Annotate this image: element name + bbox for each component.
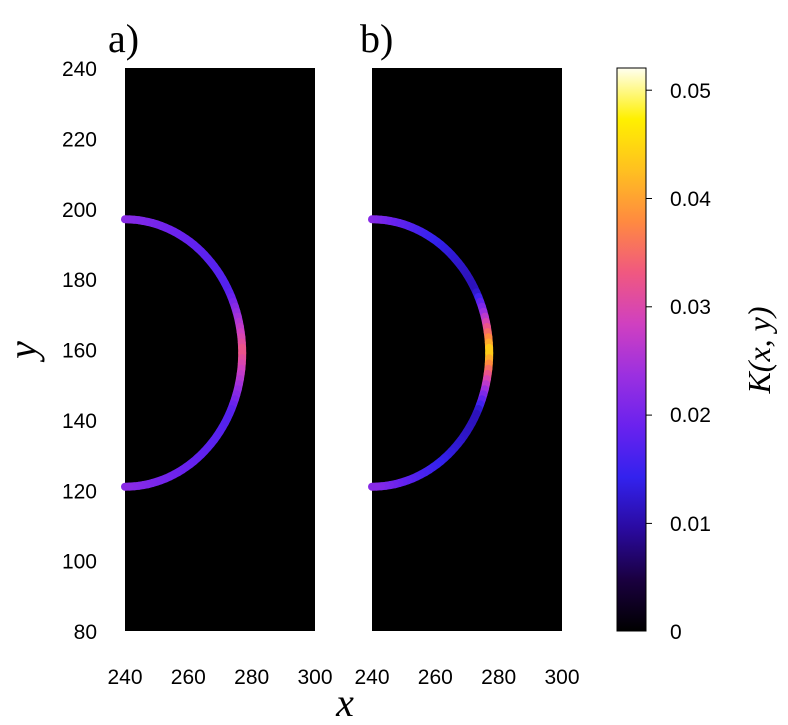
y-tick-label: 220 xyxy=(62,128,97,151)
x-tick-label: 260 xyxy=(418,666,453,689)
panel-b-label: b) xyxy=(360,16,393,61)
panel-b-arc xyxy=(368,215,494,491)
y-axis-label: y xyxy=(0,341,45,363)
y-tick-label: 240 xyxy=(62,58,97,81)
panel-a-label: a) xyxy=(108,16,139,61)
y-tick-label: 160 xyxy=(62,340,97,363)
colorbar-ticks: 0.05 0.04 0.03 0.02 0.01 0 xyxy=(646,80,711,644)
colorbar: 0.05 0.04 0.03 0.02 0.01 0 K(x, y) xyxy=(616,67,777,644)
y-tick-label: 120 xyxy=(62,480,97,503)
y-tick-label: 200 xyxy=(62,199,97,222)
panel-a-arc xyxy=(121,215,247,491)
x-tick-label: 280 xyxy=(481,666,516,689)
x-tick-label: 300 xyxy=(544,666,579,689)
panel-a-x-ticks: 240 260 280 300 xyxy=(107,666,332,689)
y-tick-label: 140 xyxy=(62,410,97,433)
y-ticks: 240 220 200 180 160 140 120 100 80 xyxy=(62,58,97,644)
x-tick-label: 280 xyxy=(234,666,269,689)
x-tick-label: 240 xyxy=(354,666,389,689)
colorbar-tick-label: 0 xyxy=(670,621,682,644)
panel-a: a) 240 260 280 300 xyxy=(107,16,332,689)
panel-b-x-ticks: 240 260 280 300 xyxy=(354,666,579,689)
colorbar-label: K(x, y) xyxy=(741,306,777,394)
y-tick-label: 100 xyxy=(62,551,97,574)
x-tick-label: 240 xyxy=(107,666,142,689)
y-tick-label: 180 xyxy=(62,269,97,292)
panel-b: b) 240 260 280 300 xyxy=(354,16,579,689)
panel-b-plot-area xyxy=(372,68,562,631)
colorbar-tick-label: 0.04 xyxy=(670,188,711,211)
colorbar-gradient xyxy=(616,67,647,632)
colorbar-tick-label: 0.05 xyxy=(670,80,711,103)
colorbar-tick-label: 0.01 xyxy=(670,513,711,536)
y-tick-label: 80 xyxy=(74,621,97,644)
panel-a-plot-area xyxy=(125,68,315,631)
colorbar-tick-label: 0.02 xyxy=(670,404,711,427)
x-tick-label: 260 xyxy=(171,666,206,689)
colorbar-tick-label: 0.03 xyxy=(670,296,711,319)
x-axis-label: x xyxy=(335,680,354,725)
x-tick-label: 300 xyxy=(297,666,332,689)
